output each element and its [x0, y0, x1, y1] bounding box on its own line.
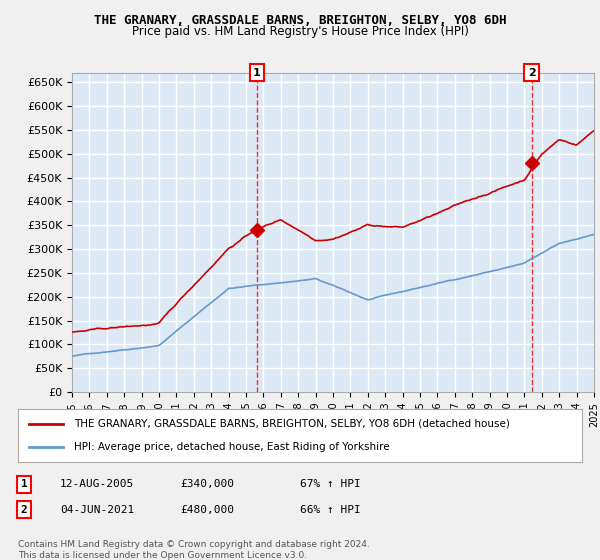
Text: THE GRANARY, GRASSDALE BARNS, BREIGHTON, SELBY, YO8 6DH: THE GRANARY, GRASSDALE BARNS, BREIGHTON,…: [94, 14, 506, 27]
Text: 1: 1: [20, 479, 28, 489]
Text: 66% ↑ HPI: 66% ↑ HPI: [300, 505, 361, 515]
Text: 2: 2: [20, 505, 28, 515]
Text: Price paid vs. HM Land Registry's House Price Index (HPI): Price paid vs. HM Land Registry's House …: [131, 25, 469, 38]
Text: 12-AUG-2005: 12-AUG-2005: [60, 479, 134, 489]
Text: THE GRANARY, GRASSDALE BARNS, BREIGHTON, SELBY, YO8 6DH (detached house): THE GRANARY, GRASSDALE BARNS, BREIGHTON,…: [74, 419, 510, 429]
Text: £480,000: £480,000: [180, 505, 234, 515]
Text: 2: 2: [528, 68, 536, 78]
Text: HPI: Average price, detached house, East Riding of Yorkshire: HPI: Average price, detached house, East…: [74, 442, 390, 452]
Text: Contains HM Land Registry data © Crown copyright and database right 2024.
This d: Contains HM Land Registry data © Crown c…: [18, 540, 370, 560]
Text: 04-JUN-2021: 04-JUN-2021: [60, 505, 134, 515]
Text: 1: 1: [253, 68, 260, 78]
Text: £340,000: £340,000: [180, 479, 234, 489]
Text: 67% ↑ HPI: 67% ↑ HPI: [300, 479, 361, 489]
